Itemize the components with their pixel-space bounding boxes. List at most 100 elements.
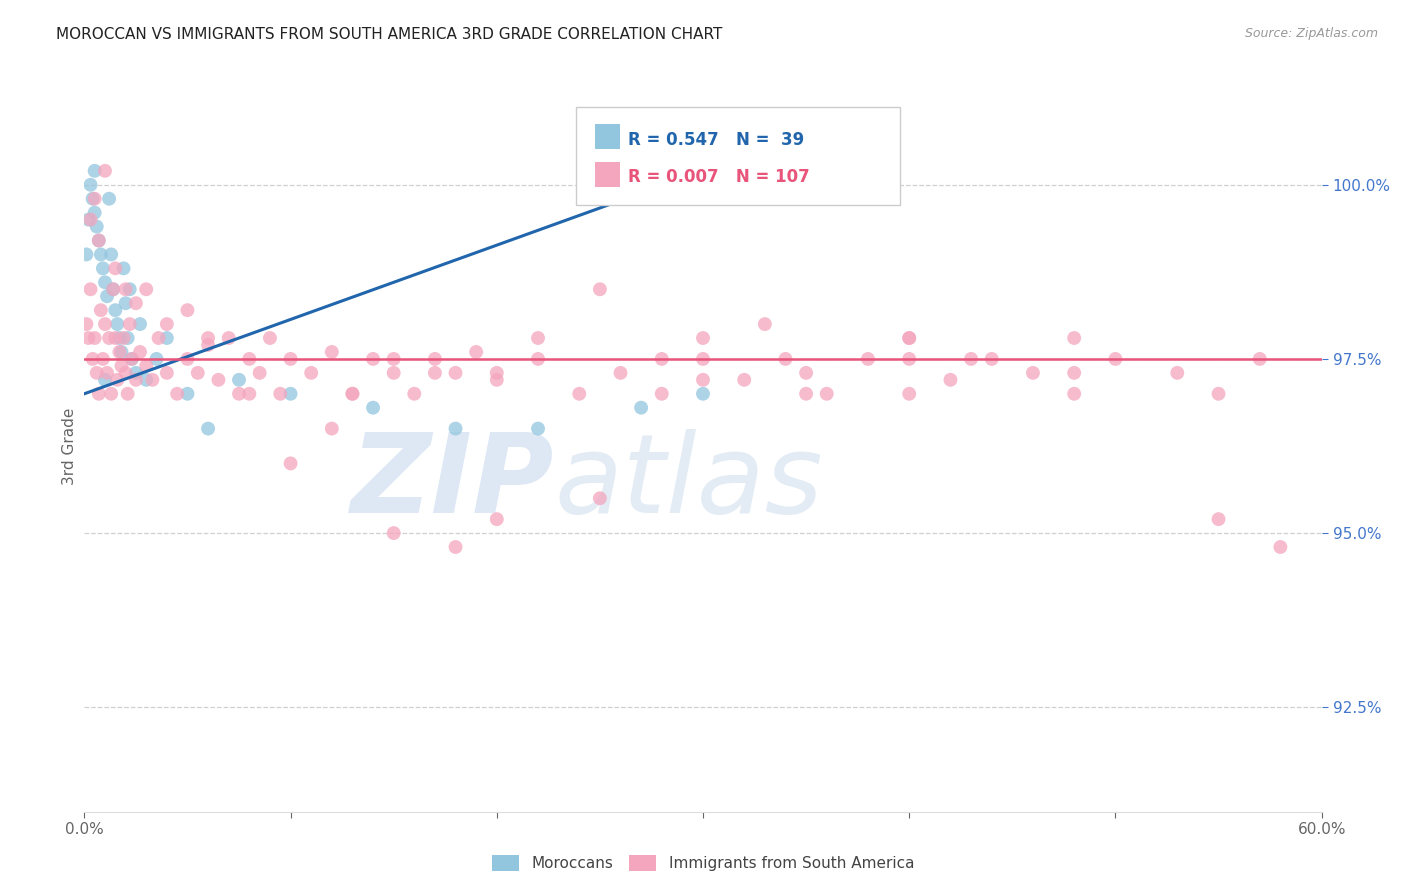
Point <box>733 373 755 387</box>
Point <box>692 373 714 387</box>
Point <box>156 317 179 331</box>
Point <box>82 351 104 366</box>
Point <box>90 247 112 261</box>
Point <box>94 373 117 387</box>
Point <box>815 386 838 401</box>
Point <box>135 282 157 296</box>
Point <box>77 212 100 227</box>
Point <box>176 303 198 318</box>
Point <box>207 373 229 387</box>
Point <box>118 317 141 331</box>
Point <box>898 331 921 345</box>
Point <box>465 345 488 359</box>
Point <box>125 366 148 380</box>
Point <box>651 386 673 401</box>
Point <box>114 282 136 296</box>
Text: R = 0.547   N =  39: R = 0.547 N = 39 <box>628 131 804 149</box>
Point <box>692 351 714 366</box>
Point <box>104 331 127 345</box>
Point <box>98 331 121 345</box>
Point <box>156 366 179 380</box>
Point <box>91 351 114 366</box>
Point <box>527 331 550 345</box>
Point <box>960 351 983 366</box>
Point <box>423 351 446 366</box>
Point <box>898 351 921 366</box>
Point <box>91 261 114 276</box>
Point <box>100 386 122 401</box>
Point <box>87 386 110 401</box>
Point <box>280 351 302 366</box>
Point <box>77 331 100 345</box>
Point <box>1208 512 1230 526</box>
Point <box>692 386 714 401</box>
Point <box>651 351 673 366</box>
Point <box>1249 351 1271 366</box>
Point <box>775 351 797 366</box>
Point <box>121 351 143 366</box>
Point <box>280 457 302 471</box>
Point <box>444 421 467 435</box>
Point <box>444 540 467 554</box>
Point <box>83 331 105 345</box>
Point <box>197 421 219 435</box>
Point <box>1166 366 1188 380</box>
Point <box>96 289 118 303</box>
Point <box>121 351 143 366</box>
Point <box>856 351 879 366</box>
Point <box>485 512 508 526</box>
Point <box>86 219 108 234</box>
Point <box>79 178 101 192</box>
Point <box>280 386 302 401</box>
Point <box>108 331 131 345</box>
Point <box>110 345 132 359</box>
Point <box>342 386 364 401</box>
Point <box>238 386 260 401</box>
Point <box>117 386 139 401</box>
Point <box>103 282 125 296</box>
Point <box>90 303 112 318</box>
Point <box>83 164 105 178</box>
Point <box>630 401 652 415</box>
Point <box>423 366 446 380</box>
Point <box>83 192 105 206</box>
Point <box>87 234 110 248</box>
Point <box>94 164 117 178</box>
Point <box>166 386 188 401</box>
Point <box>980 351 1002 366</box>
Point <box>145 351 167 366</box>
Point <box>110 359 132 373</box>
Point <box>98 192 121 206</box>
Point <box>176 386 198 401</box>
Point <box>94 275 117 289</box>
Point <box>1208 386 1230 401</box>
Point <box>269 386 291 401</box>
Point <box>105 373 128 387</box>
Point <box>1022 366 1045 380</box>
Point <box>444 366 467 380</box>
Point <box>197 338 219 352</box>
Point <box>197 331 219 345</box>
Point <box>86 366 108 380</box>
Point <box>105 317 128 331</box>
Point <box>898 386 921 401</box>
Point <box>1104 351 1126 366</box>
Point <box>527 421 550 435</box>
Point <box>589 491 612 506</box>
Point <box>259 331 281 345</box>
Point <box>1270 540 1292 554</box>
Point <box>114 296 136 310</box>
Point <box>79 282 101 296</box>
Point <box>794 386 817 401</box>
Point <box>939 373 962 387</box>
Point <box>112 331 135 345</box>
Point <box>754 317 776 331</box>
Point <box>228 373 250 387</box>
Point <box>898 331 921 345</box>
Point <box>382 351 405 366</box>
Point <box>361 351 384 366</box>
Point <box>692 331 714 345</box>
Point <box>129 345 152 359</box>
Point <box>321 421 343 435</box>
Point <box>589 282 612 296</box>
